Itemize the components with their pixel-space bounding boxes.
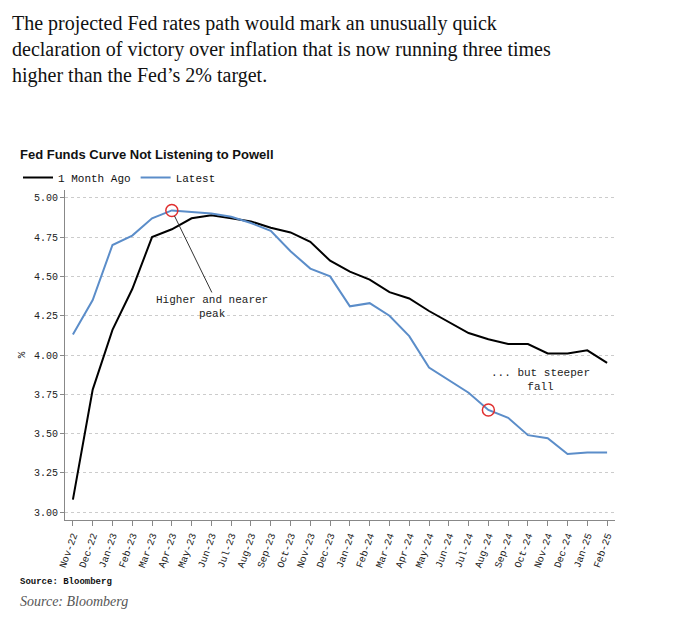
svg-text:Source: Bloomberg: Source: Bloomberg: [20, 577, 112, 587]
svg-text:3.75: 3.75: [34, 390, 58, 401]
svg-text:Mar-23: Mar-23: [137, 532, 160, 570]
svg-text:Jan-23: Jan-23: [97, 532, 120, 570]
svg-text:4.25: 4.25: [34, 311, 58, 322]
svg-text:Sep-24: Sep-24: [493, 532, 516, 570]
svg-text:Oct-23: Oct-23: [275, 532, 298, 570]
svg-text:4.00: 4.00: [34, 351, 58, 362]
svg-text:Nov-24: Nov-24: [533, 532, 556, 570]
svg-text:3.25: 3.25: [34, 468, 58, 479]
svg-text:3.50: 3.50: [34, 429, 58, 440]
svg-text:5.00: 5.00: [34, 193, 58, 204]
svg-text:Jul-23: Jul-23: [216, 532, 239, 570]
svg-text:Jun-24: Jun-24: [434, 532, 457, 570]
svg-text:Aug-23: Aug-23: [236, 532, 259, 570]
svg-text:Mar-24: Mar-24: [374, 532, 397, 570]
svg-text:Oct-24: Oct-24: [513, 532, 536, 570]
svg-text:Feb-24: Feb-24: [355, 532, 378, 570]
svg-text:Jan-24: Jan-24: [335, 532, 358, 570]
svg-text:Aug-24: Aug-24: [473, 532, 496, 570]
svg-text:Fed Funds Curve Not Listening: Fed Funds Curve Not Listening to Powell: [20, 147, 274, 162]
svg-text:Source: Bloomberg: Source: Bloomberg: [20, 594, 128, 609]
svg-text:Dec-22: Dec-22: [78, 532, 101, 570]
svg-text:Nov-22: Nov-22: [58, 532, 81, 570]
svg-text:Latest: Latest: [176, 173, 216, 185]
svg-text:The projected Fed rates path w: The projected Fed rates path would mark …: [12, 12, 551, 87]
svg-text:Higher and nearerpeak: Higher and nearerpeak: [156, 294, 268, 320]
svg-text:Feb-23: Feb-23: [117, 532, 140, 570]
svg-text:Jan-25: Jan-25: [572, 532, 595, 570]
svg-text:Dec-23: Dec-23: [315, 532, 338, 570]
svg-text:... but steeperfall: ... but steeperfall: [491, 367, 590, 393]
svg-text:1 Month Ago: 1 Month Ago: [58, 173, 131, 185]
svg-text:May-24: May-24: [414, 532, 437, 570]
svg-text:Nov-23: Nov-23: [295, 532, 318, 570]
svg-text:Apr-24: Apr-24: [394, 532, 417, 570]
svg-text:Sep-23: Sep-23: [256, 532, 279, 570]
svg-text:Feb-25: Feb-25: [592, 532, 615, 570]
svg-text:%: %: [16, 351, 28, 358]
svg-text:Apr-23: Apr-23: [157, 532, 180, 570]
svg-text:Dec-24: Dec-24: [552, 532, 575, 570]
svg-text:Jun-23: Jun-23: [196, 532, 219, 570]
svg-text:Jul-24: Jul-24: [453, 532, 476, 570]
svg-text:May-23: May-23: [176, 532, 199, 570]
svg-text:4.75: 4.75: [34, 233, 58, 244]
svg-text:4.50: 4.50: [34, 272, 58, 283]
svg-text:3.00: 3.00: [34, 508, 58, 519]
